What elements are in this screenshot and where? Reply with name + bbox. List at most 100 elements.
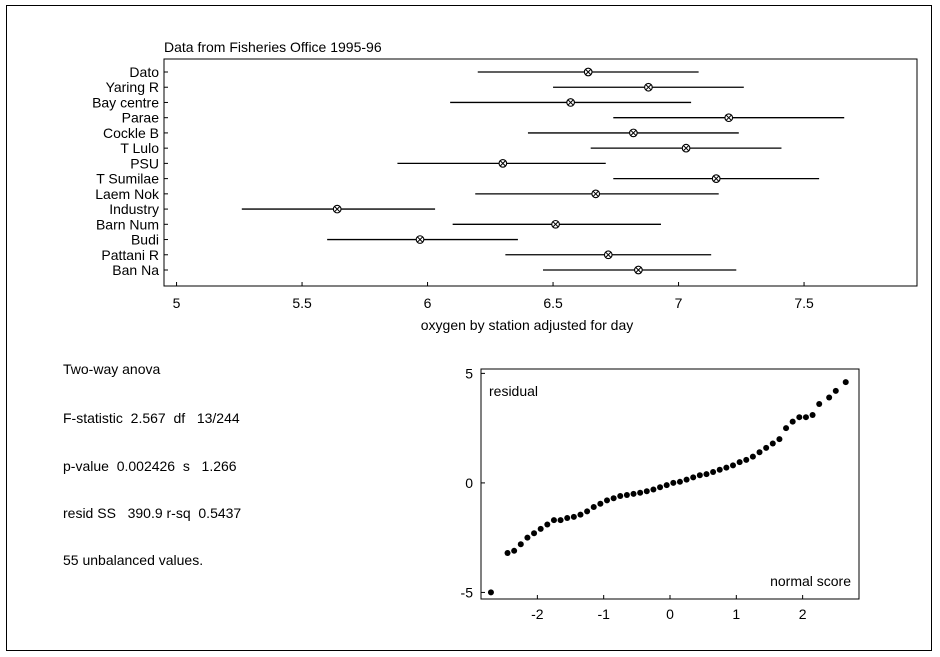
x-tick-label: 0 xyxy=(666,606,674,622)
residual-point xyxy=(663,482,670,489)
residual-point xyxy=(730,462,736,469)
x-tick-label: 6 xyxy=(424,295,432,311)
residual-point xyxy=(842,379,849,386)
station-label: Bay centre xyxy=(92,94,159,110)
figure-frame xyxy=(6,5,932,651)
chart-title: Data from Fisheries Office 1995-96 xyxy=(164,39,382,55)
residual-point xyxy=(504,550,511,556)
residual-point xyxy=(832,387,839,394)
residual-point xyxy=(511,547,518,554)
station-label: Parae xyxy=(122,110,160,126)
residual-point xyxy=(637,489,644,496)
mean-marker-cross xyxy=(635,267,642,273)
residual-point xyxy=(743,456,750,463)
residual-point xyxy=(617,493,624,500)
station-label: T Lulo xyxy=(120,140,159,156)
x-tick-label: -1 xyxy=(597,606,610,622)
residual-point xyxy=(564,514,571,521)
mean-marker-cross xyxy=(499,160,506,167)
anova-title: Two-way anova xyxy=(63,361,161,377)
interval-chart: Data from Fisheries Office 1995-96 DatoY… xyxy=(92,39,918,333)
residual-point xyxy=(809,412,816,418)
residual-plot: residual normal score 5 0 -5 -2 -1 0 1 2 xyxy=(461,365,860,622)
residual-point xyxy=(763,444,770,451)
residual-point xyxy=(802,414,809,421)
residual-point xyxy=(537,525,544,532)
mean-marker-cross xyxy=(334,206,341,213)
residual-point xyxy=(531,530,538,537)
residual-point xyxy=(557,517,564,524)
residual-point xyxy=(630,490,637,497)
station-label: Ban Na xyxy=(112,262,159,278)
station-label: Budi xyxy=(131,232,159,248)
station-label: Pattani R xyxy=(101,247,159,263)
residual-point xyxy=(517,541,524,548)
residual-point xyxy=(550,517,557,524)
residual-point xyxy=(789,418,796,425)
p-value-text: p-value 0.002426 s 1.266 xyxy=(63,458,237,474)
mean-marker-cross xyxy=(645,84,652,91)
residual-point xyxy=(643,488,650,495)
residual-point xyxy=(604,497,610,504)
residual-point xyxy=(716,466,723,473)
residual-point xyxy=(696,472,703,479)
x-tick-label: 6.5 xyxy=(543,295,563,311)
mean-marker-cross xyxy=(630,129,637,136)
residual-point xyxy=(690,474,697,481)
x-tick-label: 5 xyxy=(173,295,181,311)
residual-point xyxy=(749,453,756,460)
station-label: Dato xyxy=(129,64,159,80)
residual-point xyxy=(710,468,717,475)
residual-point xyxy=(487,589,494,596)
y-tick-label: 5 xyxy=(465,365,473,381)
station-label: T Sumilae xyxy=(96,171,159,187)
mean-marker-cross xyxy=(605,251,612,258)
y-tick-label: -5 xyxy=(461,584,474,600)
residual-point xyxy=(723,464,730,471)
residual-point xyxy=(544,521,551,528)
residual-point xyxy=(577,511,584,518)
residual-point xyxy=(783,425,790,432)
station-label: Industry xyxy=(109,201,159,217)
residual-point xyxy=(524,534,531,541)
f-statistic-text: F-statistic 2.567 df 13/244 xyxy=(63,410,240,426)
residual-point xyxy=(584,508,591,515)
x-tick-label: 7.5 xyxy=(794,295,814,311)
residual-point xyxy=(657,484,664,491)
residual-point xyxy=(776,436,783,443)
residual-point xyxy=(756,449,763,456)
mean-marker-cross xyxy=(552,221,559,228)
residual-point xyxy=(670,479,677,486)
x-tick-label: 7 xyxy=(675,295,683,311)
mean-marker-cross xyxy=(567,99,574,106)
station-label: Cockle B xyxy=(103,125,159,141)
residual-point xyxy=(683,476,690,483)
resid-ss-text: resid SS 390.9 r-sq 0.5437 xyxy=(63,505,242,521)
mean-marker-cross xyxy=(683,145,690,152)
mean-marker-cross xyxy=(713,175,720,182)
station-label: Laem Nok xyxy=(95,186,160,202)
residual-point xyxy=(703,471,710,478)
station-label: PSU xyxy=(130,155,159,171)
mean-marker-cross xyxy=(585,69,592,75)
residual-point xyxy=(826,394,833,401)
residual-label: residual xyxy=(489,383,538,399)
residual-point xyxy=(796,414,803,421)
residual-point xyxy=(676,478,683,485)
residual-point xyxy=(597,500,604,507)
y-tick-label: 0 xyxy=(465,475,473,491)
residual-point xyxy=(816,401,823,408)
normal-score-label: normal score xyxy=(770,573,851,589)
residual-point xyxy=(610,495,617,502)
residual-point xyxy=(650,486,657,493)
residual-point xyxy=(570,513,577,520)
x-tick-label: 5.5 xyxy=(292,295,312,311)
residual-plot-area xyxy=(480,368,860,600)
residual-point xyxy=(623,491,630,498)
residual-point xyxy=(736,459,743,466)
plot-area xyxy=(163,58,918,287)
unbalanced-values-text: 55 unbalanced values. xyxy=(63,552,204,568)
station-label: Barn Num xyxy=(96,216,159,232)
station-label: Yaring R xyxy=(106,79,159,95)
mean-marker-cross xyxy=(417,236,423,243)
